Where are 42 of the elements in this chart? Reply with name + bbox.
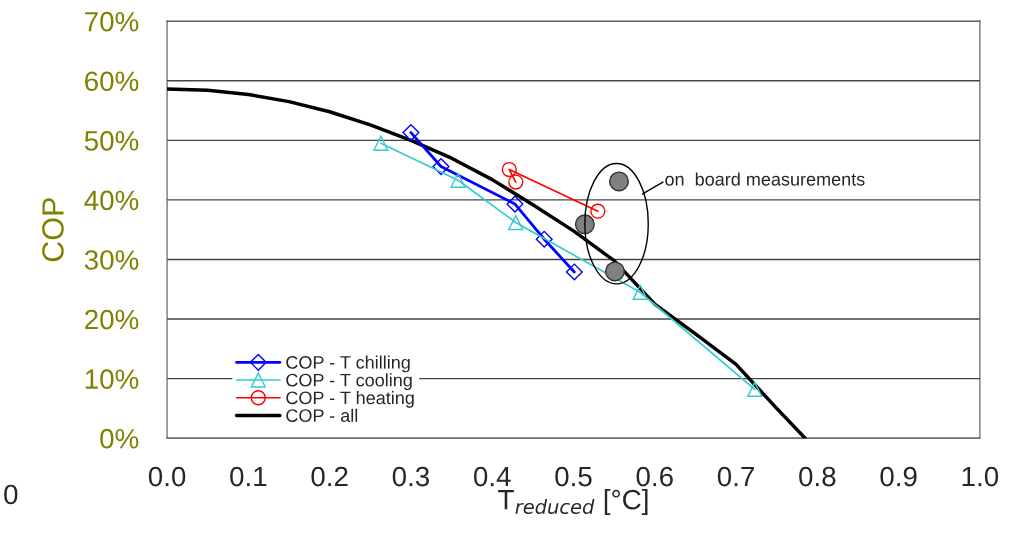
y-tick-label: 0% bbox=[100, 428, 139, 449]
legend-label: COP - T cooling bbox=[286, 373, 412, 391]
point bbox=[565, 263, 583, 281]
x-tick-label: 0.9 bbox=[880, 466, 917, 487]
point bbox=[590, 203, 606, 219]
x-tick-label: 0.1 bbox=[230, 466, 267, 487]
y-tick-label: 10% bbox=[85, 369, 139, 389]
legend-label: COP - all bbox=[286, 408, 358, 422]
x-axis-title: T$_{reduced}$ [°C] bbox=[498, 489, 648, 515]
x-tick-label: 0.8 bbox=[799, 466, 836, 487]
point bbox=[373, 135, 389, 151]
x-tick-label: 0.4 bbox=[473, 466, 511, 487]
legend-label: COP - T heating bbox=[286, 391, 414, 408]
legend-label: COP - T chilling bbox=[286, 355, 410, 373]
x-tick-label: 0.6 bbox=[636, 466, 673, 487]
point bbox=[508, 174, 524, 190]
x-tick-label: 0.3 bbox=[392, 466, 430, 487]
point bbox=[506, 195, 524, 213]
y-axis-title: COP bbox=[42, 198, 64, 262]
annotation: on board measurements bbox=[665, 172, 865, 186]
point bbox=[432, 157, 450, 176]
y-tick-label: 50% bbox=[84, 131, 139, 151]
point bbox=[747, 381, 763, 397]
point bbox=[632, 284, 648, 300]
point bbox=[604, 261, 625, 282]
y-tick-label: 70% bbox=[85, 11, 139, 32]
point bbox=[402, 124, 420, 142]
x-tick-label: 0.0 bbox=[148, 466, 186, 487]
point bbox=[608, 171, 630, 192]
x-tick-label: 0.7 bbox=[717, 466, 754, 487]
y-tick-label: 20% bbox=[85, 309, 139, 330]
point bbox=[508, 214, 524, 231]
x-tick-label: 0.5 bbox=[555, 466, 592, 487]
point bbox=[450, 172, 466, 188]
x-tick-label: 1.0 bbox=[962, 466, 999, 487]
point bbox=[535, 230, 553, 248]
text: 0 bbox=[4, 484, 18, 505]
x-tick-label: 0.2 bbox=[311, 466, 348, 487]
y-tick-label: 30% bbox=[84, 250, 139, 270]
point bbox=[501, 161, 517, 178]
y-tick-label: 60% bbox=[85, 71, 139, 92]
y-tick-label: 40% bbox=[84, 190, 139, 211]
